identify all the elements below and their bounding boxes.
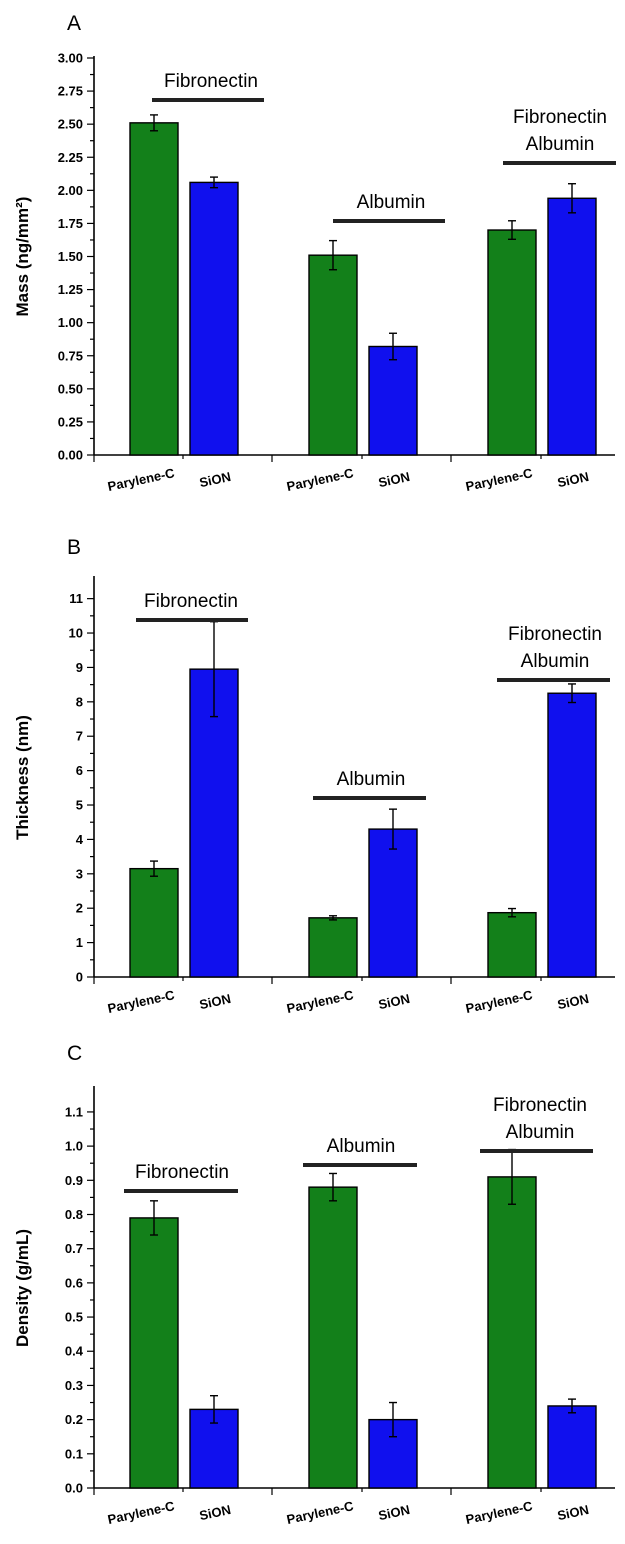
bar-sion-3 <box>547 1405 597 1489</box>
y-tick-label: 1.75 <box>58 216 83 231</box>
bar-parylenec-1 <box>129 122 179 456</box>
x-category-label: Parylene-C <box>464 465 534 494</box>
y-tick-label: 0.75 <box>58 348 83 363</box>
x-category-label: Parylene-C <box>106 987 176 1016</box>
bar-parylenec-3 <box>487 229 537 456</box>
x-category-label: SiON <box>198 1502 232 1523</box>
bar-parylenec-3 <box>487 911 537 978</box>
y-tick-label: 0.25 <box>58 414 83 429</box>
y-tick-label: 3.00 <box>58 51 83 66</box>
group-label: Fibronectin <box>513 107 607 128</box>
group-label: Albumin <box>327 1136 396 1157</box>
panel-letter: B <box>67 536 81 559</box>
y-axis-label: Thickness (nm) <box>13 715 32 840</box>
bar-sion-1 <box>189 1408 239 1489</box>
chart-panel-c: C 0.0 0.1 0.2 0.3 0.4 0.5 0.6 0.7 0.8 0.9 1.0 1.1 Den… <box>13 1042 615 1527</box>
chart-panel-a: A 0.00 0.25 0.50 0.75 1.00 1.25 1.50 1.75 2.00 2.2… <box>13 12 616 494</box>
x-category-label: SiON <box>377 991 411 1012</box>
y-axis-label: Density (g/mL) <box>13 1229 32 1347</box>
bar-parylenec-2 <box>308 254 358 456</box>
x-category-label: Parylene-C <box>464 987 534 1016</box>
y-tick-label: 2.75 <box>58 84 83 99</box>
x-category-label: SiON <box>556 1502 590 1523</box>
y-axis-label: Mass (ng/mm²) <box>13 197 32 317</box>
y-tick-label: 0.3 <box>65 1378 83 1393</box>
x-category-label: Parylene-C <box>285 987 355 1016</box>
group-label: Fibronectin <box>164 71 258 92</box>
y-tick-label: 0.50 <box>58 381 83 396</box>
y-tick-label: 0.8 <box>65 1207 83 1222</box>
y-tick-label: 1.0 <box>65 1139 83 1154</box>
x-category-label: SiON <box>377 469 411 490</box>
y-tick-label: 6 <box>76 763 83 778</box>
group-label: Albumin <box>357 192 426 213</box>
y-tick-label: 9 <box>76 660 83 675</box>
y-tick-label: 0.1 <box>65 1446 83 1461</box>
x-category-label: SiON <box>198 469 232 490</box>
x-category-label: Parylene-C <box>106 1498 176 1527</box>
y-tick-label: 0.5 <box>65 1310 83 1325</box>
bar-parylenec-3 <box>487 1176 537 1489</box>
y-tick-label: 7 <box>76 729 83 744</box>
group-label: Fibronectin <box>135 1162 229 1183</box>
y-tick-label: 1.50 <box>58 249 83 264</box>
bar-sion-3 <box>547 692 597 978</box>
y-tick-label: 0 <box>76 970 83 985</box>
x-category-label: SiON <box>377 1502 411 1523</box>
group-label: Albumin <box>521 651 590 672</box>
y-tick-label: 5 <box>76 798 83 813</box>
bar-sion-2 <box>368 345 418 456</box>
y-tick-label: 0.4 <box>65 1344 84 1359</box>
bar-sion-1 <box>189 181 239 456</box>
x-category-label: SiON <box>556 991 590 1012</box>
panel-letter: C <box>67 1042 82 1065</box>
x-category-label: Parylene-C <box>285 465 355 494</box>
y-tick-label: 8 <box>76 694 83 709</box>
bar-parylenec-2 <box>308 1186 358 1489</box>
group-label: Albumin <box>506 1122 575 1143</box>
panel-letter: A <box>67 12 81 35</box>
y-tick-label: 1.00 <box>58 315 83 330</box>
y-tick-label: 11 <box>69 591 83 606</box>
y-tick-label: 0.00 <box>58 448 83 463</box>
x-category-label: SiON <box>556 469 590 490</box>
group-label: Fibronectin <box>508 624 602 645</box>
x-category-label: SiON <box>198 991 232 1012</box>
x-category-label: Parylene-C <box>285 1498 355 1527</box>
chart-panel-b: B 0 1 2 3 4 5 6 7 8 9 10 11 Thickness (nm) Parylene-C S… <box>13 536 615 1016</box>
y-tick-label: 0.9 <box>65 1173 83 1188</box>
y-tick-label: 2 <box>76 901 83 916</box>
bar-sion-2 <box>368 828 418 978</box>
y-tick-label: 1.1 <box>65 1104 83 1119</box>
y-tick-label: 10 <box>69 626 83 641</box>
x-category-label: Parylene-C <box>106 465 176 494</box>
bar-parylenec-1 <box>129 1217 179 1489</box>
y-tick-label: 3 <box>76 866 83 881</box>
y-tick-label: 0.6 <box>65 1275 83 1290</box>
group-label: Albumin <box>526 134 595 155</box>
y-tick-label: 4 <box>76 832 84 847</box>
y-tick-label: 1 <box>76 935 83 950</box>
group-label: Fibronectin <box>144 591 238 612</box>
y-tick-label: 0.0 <box>65 1481 83 1496</box>
x-category-label: Parylene-C <box>464 1498 534 1527</box>
y-tick-label: 0.7 <box>65 1241 83 1256</box>
bar-sion-3 <box>547 197 597 456</box>
group-label: Albumin <box>337 769 406 790</box>
y-tick-label: 0.2 <box>65 1412 83 1427</box>
y-tick-label: 2.25 <box>58 150 83 165</box>
bar-parylenec-2 <box>308 917 358 978</box>
y-tick-label: 2.00 <box>58 183 83 198</box>
bar-parylenec-1 <box>129 867 179 978</box>
group-label: Fibronectin <box>493 1095 587 1116</box>
y-tick-label: 2.50 <box>58 117 83 132</box>
y-tick-label: 1.25 <box>58 282 83 297</box>
